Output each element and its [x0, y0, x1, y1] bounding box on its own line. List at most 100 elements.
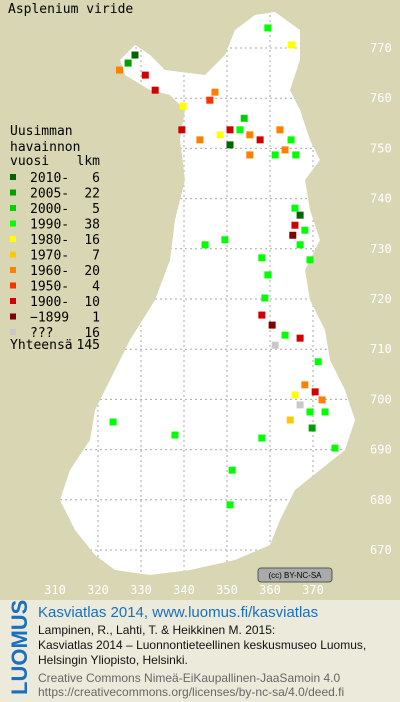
- legend-count: 10: [84, 295, 100, 310]
- legend-swatch: [10, 205, 16, 211]
- observation-square: [201, 241, 209, 249]
- observation-square: [171, 431, 179, 439]
- observation-square: [124, 59, 132, 67]
- observation-square: [292, 151, 300, 159]
- observation-square: [206, 96, 214, 104]
- legend-count: 7: [92, 249, 100, 264]
- legend-swatch: [10, 329, 16, 335]
- observation-square: [240, 114, 248, 122]
- observation-square: [221, 236, 229, 244]
- observation-square: [151, 86, 159, 94]
- legend-label: 2010-: [30, 171, 69, 186]
- legend-header: vuosi: [10, 154, 49, 169]
- observation-square: [271, 341, 279, 349]
- legend-label: 1960-: [30, 264, 69, 279]
- observation-square: [296, 334, 304, 342]
- y-tick-label: 680: [370, 493, 392, 507]
- x-tick-label: 360: [259, 583, 281, 597]
- legend-label: ???: [30, 326, 53, 341]
- observation-square: [276, 126, 284, 134]
- x-tick-label: 340: [173, 583, 195, 597]
- y-tick-label: 750: [370, 141, 392, 155]
- license-badge: [257, 567, 333, 583]
- x-tick-label: 350: [216, 583, 238, 597]
- observation-square: [286, 416, 294, 424]
- x-tick-label: 320: [87, 583, 109, 597]
- observation-square: [301, 226, 309, 234]
- observation-square: [116, 66, 123, 74]
- observation-square: [271, 151, 279, 159]
- species-title: Asplenium viride: [8, 2, 133, 17]
- legend-label: 1950-: [30, 280, 69, 295]
- legend-count: 16: [84, 326, 100, 341]
- observation-square: [211, 88, 219, 96]
- legend-swatch: [10, 298, 16, 304]
- license-url: https://creativecommons.org/licenses/by-…: [38, 685, 344, 699]
- legend-count: 5: [92, 202, 100, 217]
- legend-swatch: [10, 174, 16, 180]
- y-tick-label: 760: [370, 91, 392, 105]
- observation-square: [236, 126, 244, 134]
- y-tick-label: 700: [370, 392, 392, 406]
- observation-square: [264, 271, 272, 279]
- observation-square: [109, 418, 117, 426]
- observation-square: [281, 146, 289, 154]
- legend-count: 6: [92, 171, 100, 186]
- total-label: Yhteensä: [10, 338, 73, 353]
- footer-headline: Kasviatlas 2014, www.luomus.fi/kasviatla…: [38, 604, 318, 621]
- observation-square: [246, 131, 254, 139]
- observation-square: [258, 434, 266, 442]
- observation-square: [281, 331, 289, 339]
- observation-square: [314, 358, 322, 366]
- observation-square: [216, 131, 224, 139]
- citation: Helsingin Yliopisto, Helsinki.: [38, 653, 188, 667]
- legend-label: 2000-: [30, 202, 69, 217]
- legend-label: −1899: [30, 311, 69, 326]
- observation-square: [321, 408, 329, 416]
- observations: [109, 24, 339, 509]
- legend-header: havainnon: [10, 140, 80, 155]
- y-tick-label: 740: [370, 192, 392, 206]
- y-tick-label: 670: [370, 543, 392, 557]
- observation-square: [291, 204, 299, 212]
- y-tick-label: 710: [370, 342, 392, 356]
- x-tick-label: 370: [302, 583, 324, 597]
- y-tick-label: 770: [370, 41, 392, 55]
- legend-label: 1970-: [30, 249, 69, 264]
- luomus-logo: LUOMUS: [7, 600, 32, 695]
- legend-count: 4: [92, 280, 100, 295]
- observation-square: [179, 102, 187, 110]
- observation-square: [246, 151, 254, 159]
- citation: Kasviatlas 2014 – Luonnontieteellinen ke…: [38, 638, 366, 652]
- legend-label: 1990-: [30, 218, 69, 233]
- observation-square: [311, 388, 319, 396]
- observation-square: [306, 256, 314, 264]
- legend-count: 20: [84, 264, 100, 279]
- observation-square: [306, 408, 314, 416]
- observation-square: [308, 424, 316, 432]
- legend-label: 1980-: [30, 233, 69, 248]
- y-tick-label: 720: [370, 292, 392, 306]
- legend-count: 16: [84, 233, 100, 248]
- observation-square: [301, 381, 309, 389]
- legend-swatch: [10, 189, 16, 196]
- observation-square: [178, 126, 186, 134]
- legend-label: 2005-: [30, 187, 69, 202]
- observation-square: [318, 396, 326, 404]
- legend-swatch: [10, 236, 16, 242]
- legend-swatch: [10, 313, 16, 320]
- citation: Lampinen, R., Lahti, T. & Heikkinen M. 2…: [38, 623, 275, 637]
- finland-outline: [60, 12, 355, 575]
- legend-count: 1: [92, 311, 100, 326]
- observation-square: [258, 311, 266, 319]
- observation-square: [331, 444, 339, 452]
- footer-background: [0, 600, 400, 702]
- observation-square: [131, 51, 139, 59]
- observation-square: [296, 241, 304, 249]
- legend-label: 1900-: [30, 295, 69, 310]
- observation-square: [287, 136, 295, 144]
- observation-square: [226, 141, 234, 149]
- license-text: Creative Commons Nimeä-EiKaupallinen-Jaa…: [38, 671, 340, 685]
- observation-square: [296, 401, 304, 409]
- x-tick-label: 310: [44, 583, 66, 597]
